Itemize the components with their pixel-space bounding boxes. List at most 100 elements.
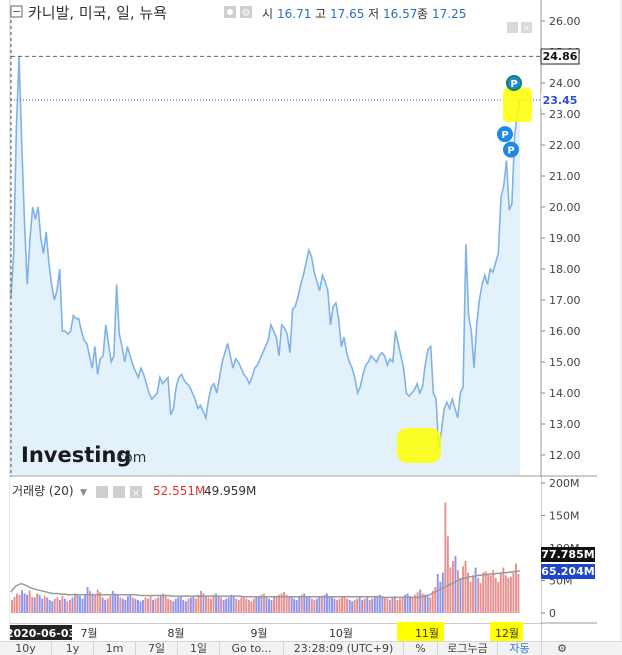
gear-icon[interactable] (240, 6, 252, 18)
tick-label: 20.00 (549, 201, 581, 214)
close-icon[interactable] (521, 22, 532, 33)
tick-label: 22.00 (549, 139, 581, 152)
current-price-tag: 23.45 (541, 93, 579, 108)
volume-bar (242, 596, 245, 613)
percent-button[interactable]: % (404, 642, 438, 655)
volume-bar (192, 596, 195, 613)
price-area-fill (11, 56, 520, 476)
volume-bar (61, 596, 64, 613)
volume-bar (487, 574, 490, 613)
volume-bar (457, 570, 459, 613)
volume-bar (41, 598, 44, 613)
volume-bar (51, 601, 54, 613)
time-axis[interactable]: 2020-06-03 7월 8월 9월 10월 11월 12월 (6, 622, 541, 641)
volume-bar (411, 597, 414, 613)
volume-bar (252, 598, 255, 613)
volume-bar (31, 596, 34, 614)
volume-bar (247, 600, 250, 613)
volume-bar (381, 596, 384, 613)
range-1y-button[interactable]: 1y (52, 642, 94, 655)
volume-bar (76, 594, 79, 613)
tick-label: 200M (549, 477, 580, 490)
volume-bar (99, 592, 102, 613)
auto-scale-button[interactable]: 자동 (498, 642, 542, 655)
price-axis[interactable]: 26.0025.0024.0023.0022.0021.0020.0019.00… (541, 15, 581, 462)
volume-bar (48, 600, 51, 613)
high-label: 고 (315, 7, 326, 21)
volume-bar (416, 592, 419, 613)
range-7d-button[interactable]: 7일 (136, 642, 178, 655)
volume-bar (441, 572, 444, 613)
tick-label: 8월 (167, 627, 184, 640)
volume-bar (414, 594, 417, 613)
volume-bar (482, 572, 485, 613)
volume-bar (96, 589, 99, 613)
volume-bar (426, 596, 429, 613)
range-1d-button[interactable]: 1일 (178, 642, 220, 655)
volume-bar (89, 590, 92, 613)
svg-text:⚙: ⚙ (242, 8, 251, 19)
svg-text:P: P (510, 79, 517, 90)
volume-bar (353, 600, 356, 613)
volume-bar (66, 601, 69, 613)
svg-text:×: × (132, 488, 140, 499)
volume-bar (137, 600, 139, 613)
volume-bar (21, 590, 24, 614)
svg-text:23.45: 23.45 (543, 94, 578, 107)
volume-bar (263, 593, 265, 613)
volume-bar (58, 600, 61, 613)
volume-bar (386, 598, 389, 613)
volume-bar (184, 601, 187, 613)
collapse-icon[interactable] (10, 5, 23, 18)
volume-bar (328, 596, 331, 613)
marker-p: P (503, 141, 519, 158)
volume-bar (91, 593, 94, 613)
gear-icon[interactable] (113, 486, 125, 498)
goto-button[interactable]: Go to... (220, 642, 284, 655)
volume-bar (11, 600, 13, 613)
volume-bar (187, 598, 190, 613)
volume-bar (298, 597, 301, 613)
highlight-low (397, 428, 441, 463)
volume-bar (502, 567, 505, 613)
price-area (11, 56, 520, 476)
volume-bar (336, 600, 339, 613)
range-10y-button[interactable]: 10y (0, 642, 52, 655)
chevron-down-icon[interactable]: ▼ (80, 488, 87, 498)
svg-text:P: P (507, 146, 514, 157)
volume-bar (464, 561, 467, 613)
log-scale-button[interactable]: 로그누금 (438, 642, 498, 655)
volume-bar (43, 596, 46, 613)
close-icon[interactable] (130, 486, 142, 498)
range-1m-button[interactable]: 1m (94, 642, 136, 655)
volume-bar (288, 596, 291, 613)
volume-bar (189, 597, 192, 613)
low-label: 저 (368, 7, 379, 21)
volume-bar (217, 596, 220, 613)
eye-icon[interactable] (96, 486, 108, 498)
volume-bar (346, 598, 349, 613)
maximize-icon[interactable] (507, 22, 518, 33)
volume-bar (383, 597, 386, 613)
volume-bar (257, 596, 260, 613)
volume-bar (16, 593, 18, 613)
volume-bar (318, 597, 321, 613)
volume-bar (182, 600, 185, 613)
tick-label: 18.00 (549, 263, 581, 276)
volume-bar (38, 594, 41, 613)
volume-bar (308, 597, 311, 613)
volume-header: 거래량 (20) ▼ × 52.551M 49.959M (12, 484, 256, 499)
tick-label: 12.00 (549, 449, 581, 462)
volume-bar (154, 598, 157, 613)
volume-bar (33, 597, 36, 613)
volume-bar (79, 596, 81, 613)
volume-bar (391, 597, 394, 613)
settings-button[interactable]: ⚙ (557, 642, 567, 655)
volume-bar (484, 571, 487, 613)
price-line-path (10, 56, 521, 449)
volume-bar (268, 598, 270, 613)
volume-bar (237, 600, 240, 613)
volume-bar (86, 587, 89, 613)
volume-bar (348, 600, 351, 613)
timezone-label[interactable]: 23:28:09 (UTC+9) (284, 642, 404, 655)
